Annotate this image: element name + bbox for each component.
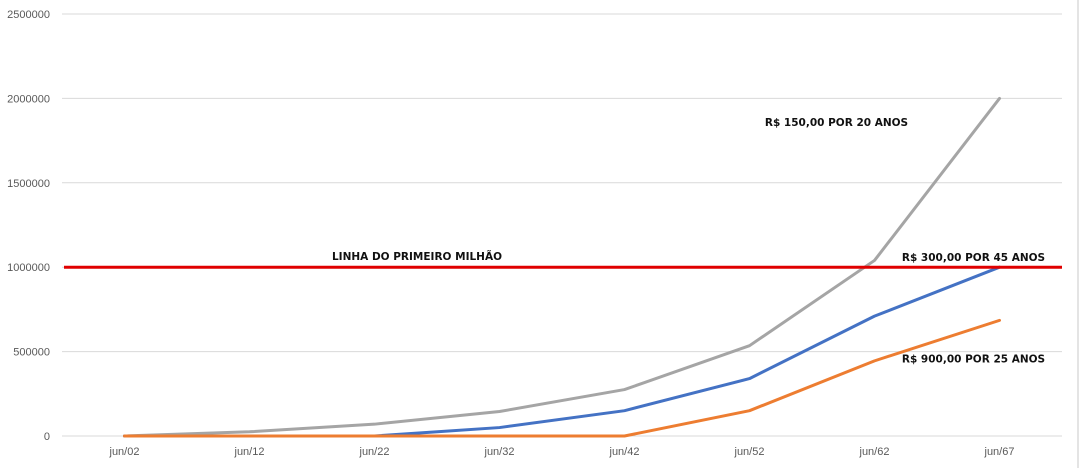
x-tick-label: jun/02 — [109, 446, 140, 458]
y-axis-tick-labels: 0 500000 1000000 1500000 2000000 2500000 — [7, 9, 50, 443]
x-tick-label: jun/32 — [484, 446, 515, 458]
y-tick-label: 1500000 — [7, 178, 50, 190]
y-tick-label: 2000000 — [7, 93, 50, 105]
x-tick-label: jun/67 — [984, 446, 1015, 458]
y-tick-label: 2500000 — [7, 9, 50, 21]
y-tick-label: 1000000 — [7, 262, 50, 274]
annotation-orange: R$ 900,00 POR 25 ANOS — [902, 353, 1045, 365]
x-tick-label: jun/62 — [859, 446, 890, 458]
annotations: R$ 150,00 POR 20 ANOS R$ 300,00 POR 45 AN… — [765, 117, 1045, 365]
x-tick-label: jun/52 — [734, 446, 765, 458]
x-tick-label: jun/12 — [234, 446, 265, 458]
x-tick-label: jun/42 — [609, 446, 640, 458]
annotation-gray: R$ 150,00 POR 20 ANOS — [765, 117, 908, 129]
x-tick-label: jun/22 — [359, 446, 390, 458]
gridlines — [62, 14, 1062, 436]
y-tick-label: 500000 — [13, 347, 50, 359]
annotation-blue: R$ 300,00 POR 45 ANOS — [902, 252, 1045, 264]
x-axis-tick-labels: jun/02 jun/12 jun/22 jun/32 jun/42 jun/52 jun/… — [109, 446, 1015, 458]
reference-line-label: LINHA DO PRIMEIRO MILHÃO — [332, 250, 502, 263]
y-tick-label: 0 — [44, 431, 50, 443]
